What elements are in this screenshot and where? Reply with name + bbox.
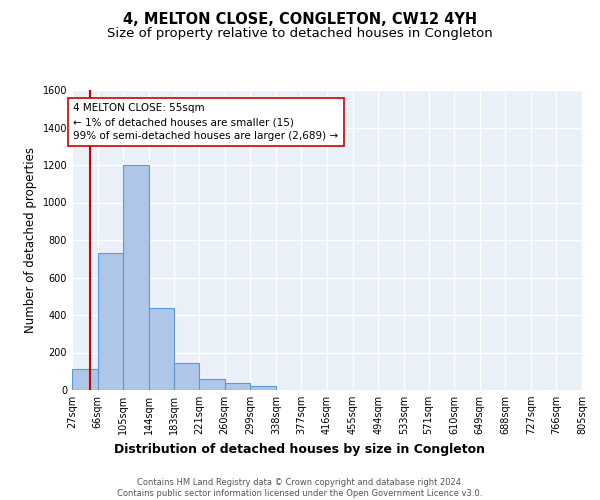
Bar <box>225 384 250 390</box>
Bar <box>199 379 225 390</box>
Text: Distribution of detached houses by size in Congleton: Distribution of detached houses by size … <box>115 442 485 456</box>
Text: 4, MELTON CLOSE, CONGLETON, CW12 4YH: 4, MELTON CLOSE, CONGLETON, CW12 4YH <box>123 12 477 28</box>
Text: 4 MELTON CLOSE: 55sqm
← 1% of detached houses are smaller (15)
99% of semi-detac: 4 MELTON CLOSE: 55sqm ← 1% of detached h… <box>73 103 338 141</box>
Y-axis label: Number of detached properties: Number of detached properties <box>24 147 37 333</box>
Bar <box>123 165 149 390</box>
Text: Size of property relative to detached houses in Congleton: Size of property relative to detached ho… <box>107 28 493 40</box>
Bar <box>250 386 276 390</box>
Bar <box>149 308 174 390</box>
Bar <box>174 363 199 390</box>
Bar <box>98 253 123 390</box>
Bar <box>72 370 98 390</box>
Text: Contains HM Land Registry data © Crown copyright and database right 2024.
Contai: Contains HM Land Registry data © Crown c… <box>118 478 482 498</box>
